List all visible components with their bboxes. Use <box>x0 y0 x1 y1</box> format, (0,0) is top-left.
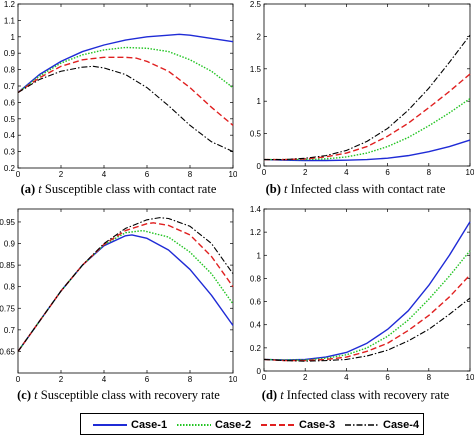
y-tick-label-a: 1 <box>11 33 16 42</box>
y-tick-label-a: 0.8 <box>4 66 16 75</box>
x-tick-label-b: 4 <box>344 168 349 177</box>
series-line-case-3-a <box>17 56 234 126</box>
series-line-case-2-a <box>17 46 234 94</box>
y-tick-label-c: 0.9 <box>4 240 16 249</box>
x-tick-label-d: 0 <box>262 373 267 382</box>
y-tick-label-d: 0.8 <box>250 274 262 283</box>
caption-c: (c) t Susceptible class with recovery ra… <box>17 388 220 402</box>
x-tick-label-b: 2 <box>303 168 308 177</box>
series-line-case-4-c <box>17 217 234 352</box>
x-tick-label-a: 0 <box>16 170 21 179</box>
x-tick-label-c: 0 <box>16 375 21 384</box>
y-tick-label-c: 0.65 <box>0 347 16 356</box>
series-line-case-3-c <box>17 222 234 352</box>
x-tick-label-c: 6 <box>145 375 150 384</box>
x-tick-label-c: 8 <box>188 375 193 384</box>
legend-swatch-case-1 <box>93 424 127 426</box>
y-tick-label-b: 2.5 <box>250 0 262 9</box>
y-tick-label-b: 0 <box>257 162 262 171</box>
legend-label-case-3: Case-3 <box>299 419 336 431</box>
y-tick-label-a: 0.9 <box>4 49 16 58</box>
plot-area-c <box>17 208 234 374</box>
x-tick-label-d: 8 <box>427 373 432 382</box>
x-tick-label-b: 8 <box>427 168 432 177</box>
caption-a: (a) t Susceptible class with contact rat… <box>20 182 217 196</box>
y-tick-label-b: 1.5 <box>250 65 262 74</box>
y-tick-label-d: 0.2 <box>250 344 262 353</box>
y-tick-label-a: 0.3 <box>4 148 16 157</box>
y-tick-label-b: 2 <box>257 32 262 41</box>
plot-area-a <box>17 3 234 169</box>
legend-label-case-4: Case-4 <box>383 419 420 431</box>
legend-item-case-4: Case-4 <box>345 417 419 433</box>
y-tick-label-d: 1.4 <box>250 205 262 214</box>
legend-swatch-case-3 <box>261 424 295 426</box>
series-line-case-4-b <box>264 34 471 161</box>
chart-panel-d: 0 2 4 6 8 10 0 0.2 0.4 0.6 0.8 1 1.2 1.4 <box>250 205 474 382</box>
y-tick-label-a: 0.6 <box>4 98 16 107</box>
chart-panel-a: 0 2 4 6 8 10 0.2 0.3 0.4 0.5 0.6 0.7 0.8 0.9 1 1.1 1.2 <box>4 0 237 179</box>
y-tick-label-c: 0.7 <box>4 326 16 335</box>
y-tick-label-a: 0.2 <box>4 164 16 173</box>
caption-d: (d) t Infected class with recovery rate <box>261 388 450 402</box>
x-tick-label-b: 0 <box>262 168 267 177</box>
y-tick-label-d: 0.4 <box>250 321 262 330</box>
x-tick-label-a: 8 <box>188 170 193 179</box>
x-tick-label-b: 6 <box>385 168 390 177</box>
chart-panel-b: 0 2 4 6 8 10 0 0.5 1 1.5 2 2.5 <box>250 0 474 177</box>
y-tick-label-d: 1.2 <box>250 228 262 237</box>
x-tick-label-c: 4 <box>102 375 107 384</box>
series-line-case-4-a <box>17 65 234 153</box>
x-tick-label-a: 10 <box>229 170 237 179</box>
x-tick-label-a: 6 <box>145 170 150 179</box>
plot-area-b <box>263 3 471 167</box>
x-tick-label-d: 6 <box>385 373 390 382</box>
chart-legend: Case-1 Case-2 Case-3 Case-4 <box>80 413 424 435</box>
y-tick-label-a: 1.2 <box>4 0 16 9</box>
x-tick-label-c: 2 <box>59 375 64 384</box>
series-line-case-1-b <box>263 139 471 162</box>
x-tick-label-d: 10 <box>466 373 474 382</box>
series-line-case-1-a <box>17 33 234 94</box>
series-line-case-2-c <box>17 229 234 352</box>
series-line-case-2-b <box>264 98 471 161</box>
legend-swatch-case-2 <box>177 424 211 426</box>
legend-item-case-2: Case-2 <box>177 417 251 433</box>
x-tick-label-a: 4 <box>102 170 107 179</box>
legend-label-case-1: Case-1 <box>131 419 168 431</box>
y-tick-label-d: 0.6 <box>250 298 262 307</box>
legend-label-case-2: Case-2 <box>215 419 252 431</box>
x-tick-label-d: 2 <box>303 373 308 382</box>
plot-area-d <box>263 208 471 372</box>
y-tick-label-d: 0 <box>257 367 262 376</box>
legend-item-case-1: Case-1 <box>93 417 167 433</box>
x-tick-label-c: 10 <box>229 375 237 384</box>
y-tick-label-a: 1.1 <box>4 16 16 25</box>
series-line-case-3-d <box>263 274 471 362</box>
series-line-case-2-d <box>263 250 471 361</box>
y-tick-label-c: 0.8 <box>4 283 16 292</box>
x-tick-label-d: 4 <box>344 373 349 382</box>
y-tick-label-c: 0.75 <box>0 304 16 313</box>
x-tick-label-b: 10 <box>466 168 474 177</box>
series-line-case-3-b <box>264 73 471 161</box>
y-tick-label-a: 0.4 <box>4 131 16 140</box>
y-tick-label-a: 0.5 <box>4 115 16 124</box>
caption-b: (b) t Infected class with contact rate <box>265 182 446 196</box>
y-tick-label-c: 0.85 <box>0 261 16 270</box>
y-tick-label-a: 0.7 <box>4 82 16 91</box>
x-tick-label-a: 2 <box>59 170 64 179</box>
legend-item-case-3: Case-3 <box>261 417 335 433</box>
chart-panel-c: 0 2 4 6 8 10 0.65 0.7 0.75 0.8 0.85 0.9 0.95 <box>0 208 237 384</box>
y-tick-label-d: 1 <box>257 251 262 260</box>
y-tick-label-b: 1 <box>257 97 262 106</box>
legend-swatch-case-4 <box>345 424 379 426</box>
y-tick-label-c: 0.95 <box>0 218 16 227</box>
y-tick-label-b: 0.5 <box>250 130 262 139</box>
